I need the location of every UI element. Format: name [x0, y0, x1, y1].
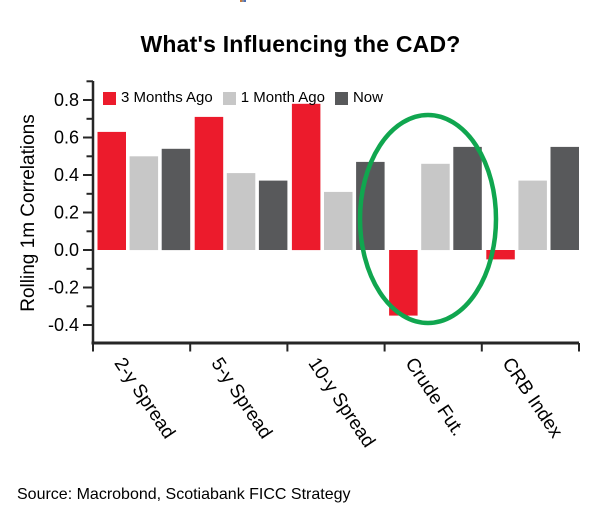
highlight-ellipse — [357, 112, 499, 326]
y-tick-label: -0.2 — [48, 278, 79, 298]
bar-now-2-y-spread — [161, 148, 191, 251]
y-tick-label: 0.8 — [54, 90, 79, 110]
bar-3-months-ago-5-y-spread — [194, 116, 224, 251]
legend-item-1-month-ago: 1 Month Ago — [222, 89, 325, 106]
bar-3-months-ago-2-y-spread — [97, 131, 126, 250]
bar-now-5-y-spread — [258, 180, 288, 250]
legend-label: Now — [352, 89, 383, 106]
bar-now-crb-index — [550, 146, 579, 250]
y-tick-label: 0.0 — [54, 240, 79, 260]
bar-3-months-ago-crb-index — [486, 250, 515, 260]
y-tick-label: 0.4 — [54, 165, 79, 185]
bar-1-month-ago-10-y-spread — [324, 191, 353, 250]
legend-label: 3 Months Ago — [121, 89, 213, 106]
chart-title: What's Influencing the CAD? — [140, 31, 461, 57]
source-attribution: Source: Macrobond, Scotiabank FICC Strat… — [17, 486, 351, 503]
bar-1-month-ago-crb-index — [518, 180, 547, 250]
legend-item-now: Now — [334, 89, 383, 106]
cropped-pixel-artifact — [240, 0, 246, 2]
artifact-pixel — [242, 0, 244, 2]
bar-1-month-ago-crude-fut- — [421, 163, 450, 251]
bar-1-month-ago-2-y-spread — [129, 156, 159, 251]
legend-label: 1 Month Ago — [240, 89, 325, 106]
artifact-pixel — [240, 0, 242, 2]
bar-1-month-ago-5-y-spread — [226, 173, 256, 250]
artifact-pixel — [244, 0, 246, 2]
legend: 3 Months Ago 1 Month Ago Now — [103, 89, 393, 106]
legend-swatch-red — [103, 91, 116, 105]
legend-item-3-months-ago: 3 Months Ago — [103, 89, 213, 106]
y-tick-label: -0.4 — [48, 315, 79, 335]
bar-3-months-ago-crude-fut- — [389, 250, 418, 316]
legend-swatch-dark-gray — [334, 91, 348, 105]
bar-3-months-ago-10-y-spread — [291, 103, 321, 251]
bar-now-crude-fut- — [453, 146, 482, 250]
y-tick-label: 0.6 — [54, 128, 79, 148]
y-tick-label: 0.2 — [54, 203, 79, 223]
legend-swatch-light-gray — [222, 91, 236, 105]
